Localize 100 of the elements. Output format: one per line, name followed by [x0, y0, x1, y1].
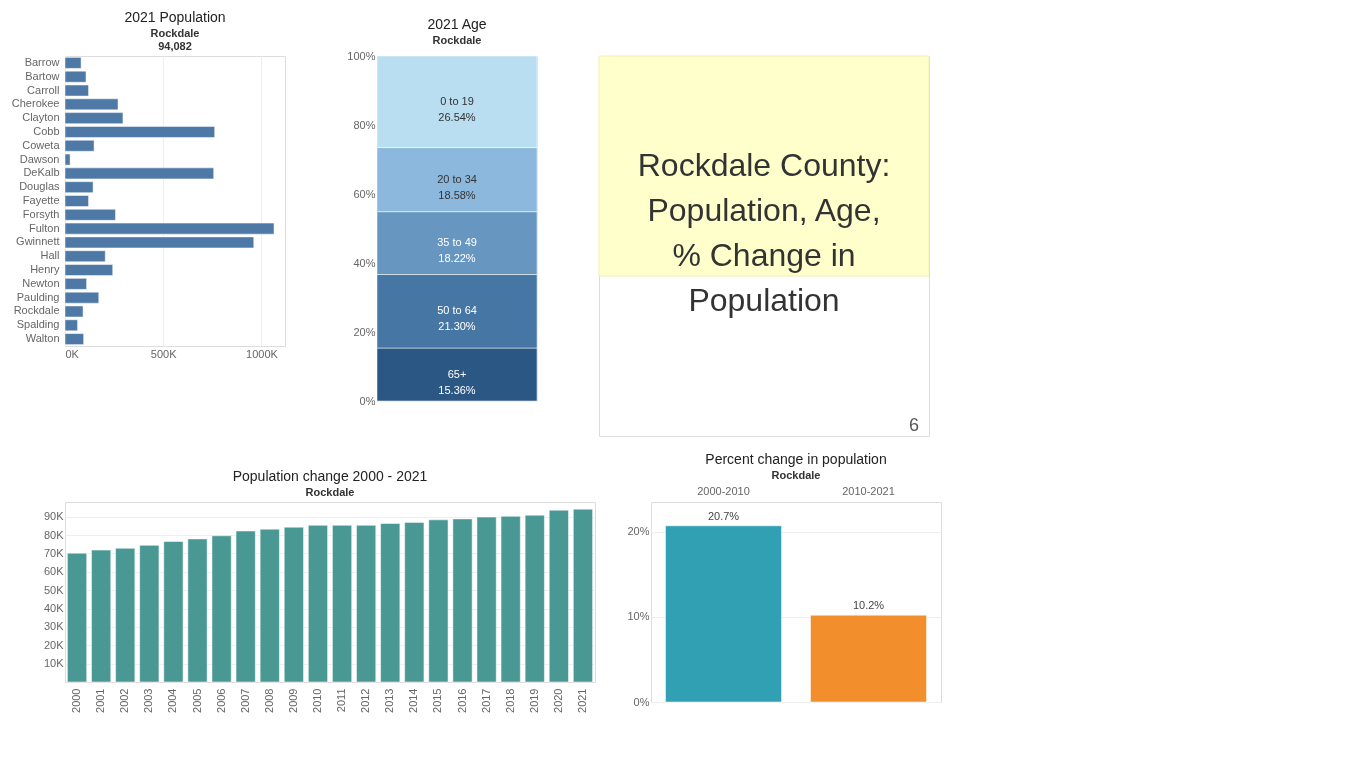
series-label: 0 to 19	[440, 94, 474, 107]
x-tick-label: 2005	[190, 688, 203, 713]
bar	[500, 516, 521, 683]
y-tick-label: Clayton	[22, 111, 60, 124]
x-tick-label: 1000K	[246, 347, 279, 360]
x-tick-label: 2019	[527, 688, 540, 713]
x-tick-label: 2004	[166, 688, 179, 713]
series-label: 65+	[447, 367, 467, 380]
y-tick-label: 20%	[627, 525, 650, 538]
y-tick-label: Barrow	[24, 55, 60, 68]
y-tick-label: 20%	[353, 325, 376, 338]
data-label: 15.36%	[438, 383, 476, 396]
x-tick-label: 2017	[479, 688, 492, 713]
x-tick-label: 2000	[70, 688, 83, 713]
y-tick-label: Fulton	[28, 221, 60, 234]
y-tick-label: 80%	[353, 118, 376, 131]
y-tick-label: Coweta	[22, 138, 61, 151]
data-label: 18.22%	[438, 252, 476, 265]
y-tick-label: Fayette	[22, 194, 60, 206]
y-tick-label: 0%	[359, 394, 376, 407]
bar	[573, 508, 593, 683]
y-tick-label: Hall	[40, 249, 60, 262]
x-tick-label: 2016	[455, 688, 468, 713]
chart-subtitle: Rockdale	[432, 34, 482, 46]
data-label: 21.30%	[438, 320, 476, 333]
text: Rockdale County: Population, Age, % Change in Population	[637, 147, 891, 318]
y-tick-label: 90K	[43, 510, 65, 523]
y-tick-label: 50K	[43, 583, 65, 596]
y-tick-label: Forsyth	[22, 207, 60, 220]
y-tick-label: DeKalb	[23, 166, 60, 179]
y-tick-label: 20K	[43, 638, 65, 651]
y-tick-label: Paulding	[16, 290, 60, 303]
x-tick-label: 2018	[503, 688, 516, 713]
bar	[308, 525, 328, 683]
x-tick-label: 2020	[551, 688, 564, 713]
y-tick-label: Cobb	[33, 124, 60, 137]
y-tick-label: Rockdale	[13, 304, 60, 317]
bar	[380, 523, 401, 683]
x-tick-label: 2013	[383, 688, 396, 713]
bar	[428, 519, 449, 683]
y-tick-label: Henry	[30, 263, 60, 276]
y-tick-label: 60%	[353, 187, 376, 200]
x-tick-label: 2010-2021	[842, 484, 895, 497]
bar	[211, 535, 232, 683]
chart-title: 2021 Age	[427, 16, 487, 32]
bar	[524, 514, 545, 683]
series-label: 35 to 49	[437, 236, 477, 249]
chart-title: 2021 Population	[124, 9, 226, 25]
y-tick-label: Cherokee	[11, 97, 60, 110]
x-tick-label: 2011	[335, 688, 348, 713]
series-label: 50 to 64	[437, 304, 477, 317]
y-tick-label: 10K	[43, 657, 65, 670]
y-tick-label: 10%	[627, 610, 650, 623]
x-tick-label: 500K	[150, 347, 178, 360]
bar	[404, 522, 425, 683]
y-tick-label: Bartow	[25, 69, 60, 82]
y-tick-label: Dawson	[19, 152, 60, 165]
chart-subtitle: Rockdale	[771, 469, 821, 481]
y-tick-label: Newton	[22, 276, 60, 289]
x-tick-label: 2015	[431, 688, 444, 713]
x-tick-label: 2002	[118, 688, 131, 713]
y-tick-label: 60K	[43, 565, 65, 578]
x-tick-label: 2008	[262, 688, 275, 713]
y-tick-label: Douglas	[19, 180, 60, 193]
bar	[163, 541, 184, 683]
x-tick-label: 2007	[238, 688, 251, 713]
y-tick-label: Gwinnett	[16, 235, 60, 248]
y-tick-label: 80K	[43, 528, 65, 541]
bar	[139, 545, 160, 683]
y-tick-label: Walton	[25, 332, 60, 345]
x-tick-label: 2003	[142, 688, 155, 713]
x-tick-label: 2001	[94, 688, 107, 713]
data-label: 26.54%	[438, 110, 476, 123]
bar	[187, 538, 208, 683]
bar	[235, 530, 256, 683]
chart-subtitle: Rockdale	[150, 27, 200, 39]
x-tick-label: 2021	[575, 688, 588, 713]
x-tick-label: 2000-2010	[697, 484, 750, 497]
series-label: 20 to 34	[437, 172, 477, 185]
bar	[332, 525, 352, 683]
data-label: 18.58%	[438, 188, 476, 201]
bar	[283, 526, 304, 683]
x-tick-label: 2014	[407, 688, 420, 713]
bar	[91, 549, 112, 683]
bar	[452, 518, 473, 683]
y-tick-label: Spalding	[16, 318, 60, 331]
data-label: 10.2%	[852, 599, 885, 612]
text: 6	[908, 415, 919, 435]
bar	[476, 516, 497, 683]
text: 94,082	[158, 40, 192, 52]
y-tick-label: 30K	[43, 620, 65, 633]
x-tick-label: 0K	[65, 347, 80, 360]
chart-subtitle: Rockdale	[305, 486, 355, 498]
y-tick-label: 40%	[353, 256, 376, 269]
x-tick-label: 2012	[359, 688, 372, 713]
x-tick-label: 2009	[286, 688, 299, 713]
y-tick-label: Carroll	[27, 83, 60, 96]
bar	[115, 548, 136, 683]
bar	[259, 528, 280, 683]
chart-title: Percent change in population	[705, 451, 887, 467]
